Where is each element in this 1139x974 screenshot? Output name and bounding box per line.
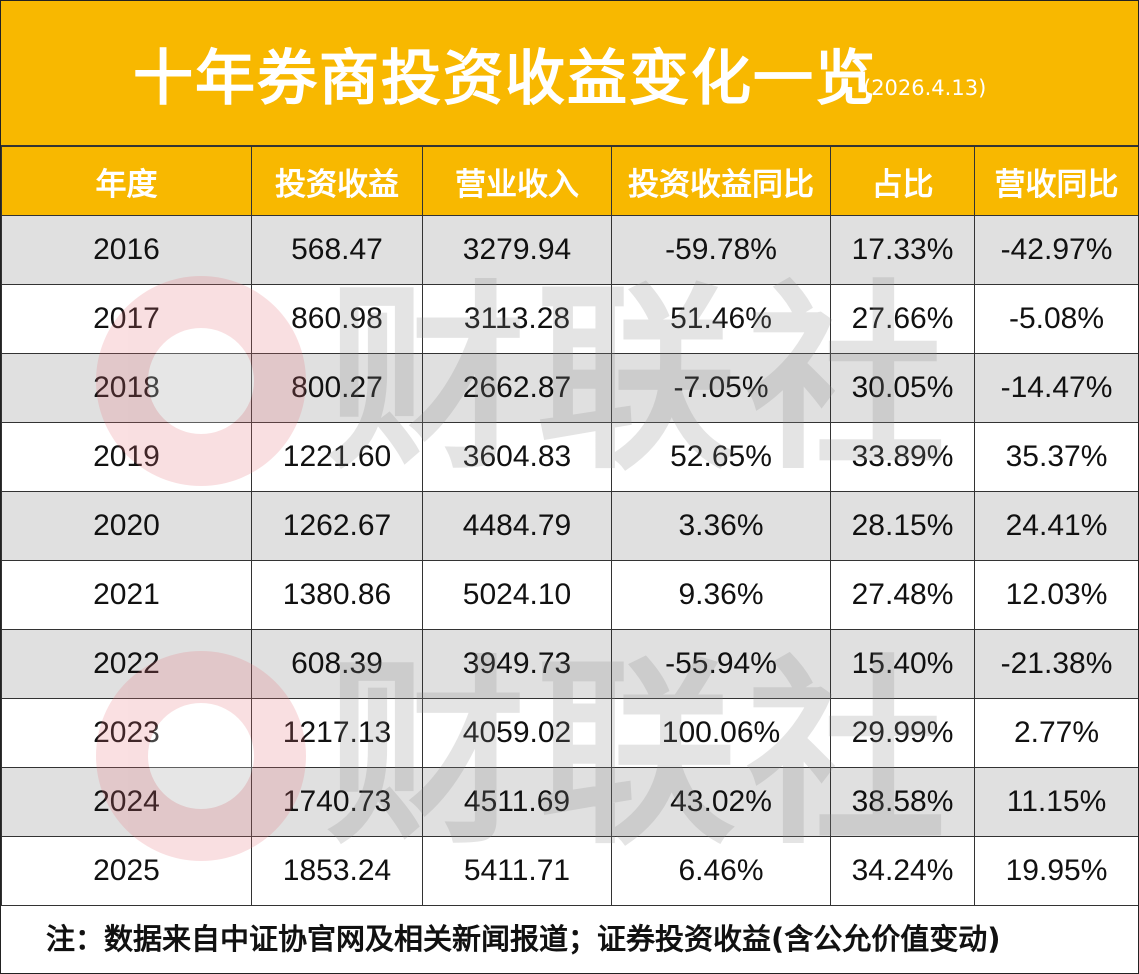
table-cell: 19.95% <box>974 836 1138 906</box>
table-cell: 860.98 <box>251 284 423 354</box>
table-row: 2021 1380.86 5024.10 9.36% 27.48% 12.03% <box>1 560 1138 630</box>
table-cell: 43.02% <box>611 767 831 837</box>
table-row: 2025 1853.24 5411.71 6.46% 34.24% 19.95% <box>1 836 1138 906</box>
table-row: 2020 1262.67 4484.79 3.36% 28.15% 24.41% <box>1 491 1138 561</box>
table-cell: 4059.02 <box>422 698 612 768</box>
chart-title: 十年券商投资收益变化一览 <box>133 44 877 114</box>
table-cell: 2021 <box>1 560 252 630</box>
table-cell: 1380.86 <box>251 560 423 630</box>
table-cell: 34.24% <box>830 836 975 906</box>
table-cell: 24.41% <box>974 491 1138 561</box>
table-cell: 2022 <box>1 629 252 699</box>
table-cell: 2016 <box>1 215 252 285</box>
table-cell: 2.77% <box>974 698 1138 768</box>
table-cell: 1853.24 <box>251 836 423 906</box>
table-row: 2024 1740.73 4511.69 43.02% 38.58% 11.15% <box>1 767 1138 837</box>
table-cell: 38.58% <box>830 767 975 837</box>
table-cell: 2018 <box>1 353 252 423</box>
table-cell: 6.46% <box>611 836 831 906</box>
table-cell: 1221.60 <box>251 422 423 492</box>
column-header: 营收同比 <box>974 146 1138 216</box>
table-cell: 5411.71 <box>422 836 612 906</box>
table-cell: 2019 <box>1 422 252 492</box>
table-cell: -5.08% <box>974 284 1138 354</box>
table-cell: 12.03% <box>974 560 1138 630</box>
table-row: 2016 568.47 3279.94 -59.78% 17.33% -42.97% <box>1 215 1138 285</box>
table-cell: 800.27 <box>251 353 423 423</box>
table-cell: 4484.79 <box>422 491 612 561</box>
table-cell: 11.15% <box>974 767 1138 837</box>
table-cell: -21.38% <box>974 629 1138 699</box>
table-cell: 1217.13 <box>251 698 423 768</box>
table-cell: 15.40% <box>830 629 975 699</box>
table-cell: 33.89% <box>830 422 975 492</box>
table-cell: -42.97% <box>974 215 1138 285</box>
footnote-text: 注：数据来自中证协官网及相关新闻报道；证券投资收益(含公允价值变动) <box>46 922 1001 956</box>
table-row: 2018 800.27 2662.87 -7.05% 30.05% -14.47% <box>1 353 1138 423</box>
table-cell: 100.06% <box>611 698 831 768</box>
column-header: 投资收益同比 <box>611 146 831 216</box>
table-row: 2022 608.39 3949.73 -55.94% 15.40% -21.38% <box>1 629 1138 699</box>
table-cell: -55.94% <box>611 629 831 699</box>
table-header-row: 年度 投资收益 营业收入 投资收益同比 占比 营收同比 <box>1 146 1138 216</box>
table-cell: 52.65% <box>611 422 831 492</box>
table-cell: 2023 <box>1 698 252 768</box>
table-cell: -14.47% <box>974 353 1138 423</box>
table-cell: 1262.67 <box>251 491 423 561</box>
table-cell: 17.33% <box>830 215 975 285</box>
table-cell: 4511.69 <box>422 767 612 837</box>
table-row: 2019 1221.60 3604.83 52.65% 33.89% 35.37% <box>1 422 1138 492</box>
column-header: 占比 <box>830 146 975 216</box>
table-cell: 3.36% <box>611 491 831 561</box>
table-cell: 27.48% <box>830 560 975 630</box>
table-cell: -59.78% <box>611 215 831 285</box>
table-cell: 3604.83 <box>422 422 612 492</box>
table-cell: 608.39 <box>251 629 423 699</box>
table-cell: -7.05% <box>611 353 831 423</box>
table-cell: 1740.73 <box>251 767 423 837</box>
table-body: 2016 568.47 3279.94 -59.78% 17.33% -42.97% 201… <box>1 215 1138 906</box>
table-cell: 30.05% <box>830 353 975 423</box>
table-cell: 2020 <box>1 491 252 561</box>
table-cell: 3949.73 <box>422 629 612 699</box>
table-cell: 2662.87 <box>422 353 612 423</box>
table-cell: 568.47 <box>251 215 423 285</box>
table-cell: 2025 <box>1 836 252 906</box>
table-cell: 27.66% <box>830 284 975 354</box>
table-cell: 29.99% <box>830 698 975 768</box>
table-row: 2023 1217.13 4059.02 100.06% 29.99% 2.77% <box>1 698 1138 768</box>
table-cell: 9.36% <box>611 560 831 630</box>
table-cell: 3113.28 <box>422 284 612 354</box>
column-header: 投资收益 <box>251 146 423 216</box>
footnote: 注：数据来自中证协官网及相关新闻报道；证券投资收益(含公允价值变动) <box>1 905 1138 973</box>
column-header: 年度 <box>1 146 252 216</box>
table-cell: 3279.94 <box>422 215 612 285</box>
table-cell: 35.37% <box>974 422 1138 492</box>
table-cell: 2024 <box>1 767 252 837</box>
table-cell: 51.46% <box>611 284 831 354</box>
chart-date: (2026.4.13) <box>863 76 987 100</box>
table-cell: 28.15% <box>830 491 975 561</box>
title-bar: 十年券商投资收益变化一览 (2026.4.13) <box>1 1 1138 146</box>
table-cell: 5024.10 <box>422 560 612 630</box>
column-header: 营业收入 <box>422 146 612 216</box>
table-row: 2017 860.98 3113.28 51.46% 27.66% -5.08% <box>1 284 1138 354</box>
data-table: 年度 投资收益 营业收入 投资收益同比 占比 营收同比 2016 568.47 3279.94… <box>1 146 1138 906</box>
table-cell: 2017 <box>1 284 252 354</box>
